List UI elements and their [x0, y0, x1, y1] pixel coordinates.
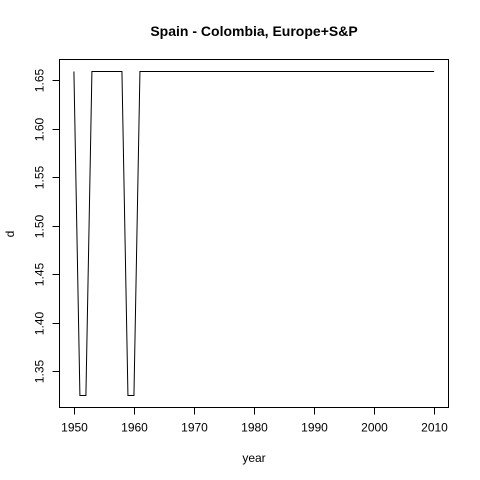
series-line: [73, 71, 435, 396]
y-tick-label: 1.40: [33, 311, 47, 335]
y-axis-label: d: [3, 231, 17, 238]
y-tick-label: 1.60: [33, 117, 47, 141]
y-tick-label: 1.55: [33, 165, 47, 189]
y-axis: 1.35 1.40 1.45 1.50 1.55 1.60 1.65: [33, 68, 60, 383]
x-axis-label: year: [242, 451, 265, 465]
y-tick-label: 1.45: [33, 262, 47, 286]
x-axis: 1950 1960 1970 1980 1990 2000 2010: [61, 407, 448, 435]
y-tick-label: 1.65: [33, 68, 47, 92]
plot-area-frame: [59, 59, 449, 408]
x-tick-label: 1980: [241, 421, 268, 435]
x-tick-label: 1950: [61, 421, 88, 435]
x-tick-label: 2000: [361, 421, 388, 435]
chart-title: Spain - Colombia, Europe+S&P: [150, 23, 357, 39]
y-tick-label: 1.50: [33, 214, 47, 238]
x-tick-label: 2010: [421, 421, 448, 435]
x-tick-label: 1970: [181, 421, 208, 435]
y-tick-label: 1.35: [33, 359, 47, 383]
x-tick-label: 1960: [121, 421, 148, 435]
series-layer: [73, 71, 435, 396]
x-tick-label: 1990: [301, 421, 328, 435]
